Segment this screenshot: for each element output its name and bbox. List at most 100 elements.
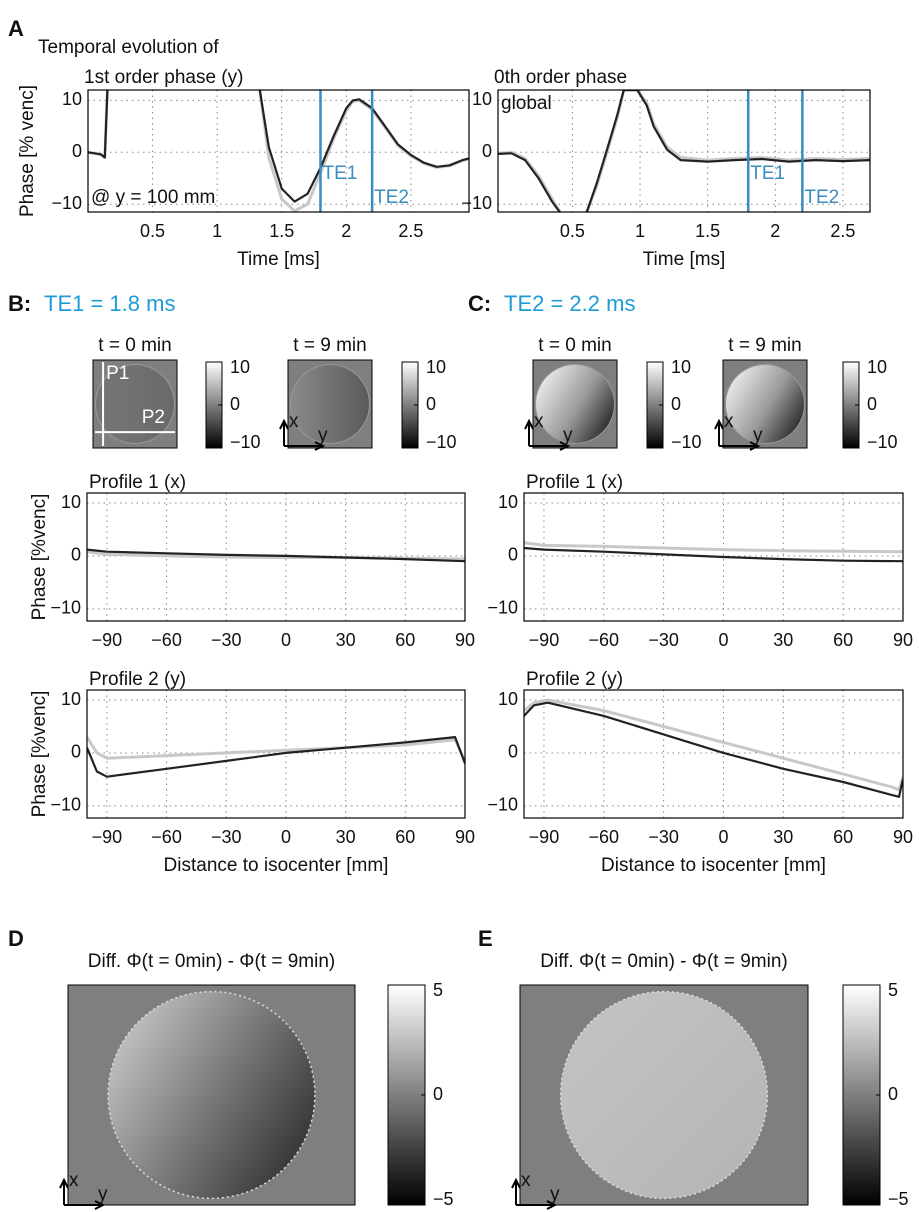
y-tick-label: 0 <box>508 742 518 762</box>
x-axis-label: Time [ms] <box>643 249 726 270</box>
colorbar-tick-label: 0 <box>230 394 240 414</box>
plot-area <box>524 690 903 818</box>
axis-letter: x <box>289 411 299 432</box>
chart-title: 1st order phase (y) <box>84 67 243 88</box>
axis-letter: y <box>98 1184 108 1205</box>
x-tick-label: 0 <box>281 630 291 650</box>
x-tick-label: −60 <box>589 827 620 847</box>
chart-title: Profile 1 (x) <box>89 472 186 493</box>
colorbar <box>842 984 881 1206</box>
series-line <box>524 546 903 563</box>
panel-label: D <box>8 926 24 951</box>
colorbar-tick-label: 10 <box>867 357 887 377</box>
x-tick-label: 30 <box>773 630 793 650</box>
y-tick-label: −10 <box>487 795 518 815</box>
series-line <box>87 736 465 762</box>
y-axis-label: Phase [% venc] <box>17 85 38 217</box>
x-tick-label: −60 <box>151 827 182 847</box>
colorbar-tick-label: −10 <box>426 432 457 452</box>
colorbar-tick-label: 0 <box>426 394 436 414</box>
colorbar-tick-label: 10 <box>671 357 691 377</box>
annotation: global <box>501 93 552 114</box>
panel-label: B: <box>8 291 31 316</box>
y-tick-label: 0 <box>482 141 492 161</box>
y-tick-label: 10 <box>61 689 81 709</box>
x-tick-label: 60 <box>395 827 415 847</box>
map-title: Diff. Φ(t = 0min) - Φ(t = 9min) <box>88 951 335 972</box>
colorbar-tick-label: 0 <box>433 1084 443 1104</box>
y-tick-label: 10 <box>472 89 492 109</box>
colorbar-tick-label: −10 <box>230 432 261 452</box>
y-tick-label: 0 <box>72 141 82 161</box>
x-axis-label: Time [ms] <box>237 249 320 270</box>
y-tick-label: −10 <box>461 193 492 213</box>
x-tick-label: 1 <box>635 221 645 241</box>
axis-letter: x <box>521 1170 531 1191</box>
phantom <box>107 990 316 1200</box>
map-title: t = 0 min <box>98 335 171 356</box>
y-axis-label: Phase [%venc] <box>29 494 50 621</box>
colorbar-tick-label: 0 <box>671 394 681 414</box>
x-tick-label: 60 <box>395 630 415 650</box>
x-tick-label: −90 <box>92 827 123 847</box>
axis-letter: x <box>534 411 544 432</box>
colorbar-tick-label: 5 <box>433 980 443 1000</box>
plot-lines <box>87 736 465 778</box>
y-tick-label: −10 <box>50 598 81 618</box>
x-axis-label: Distance to isocenter [mm] <box>601 855 826 876</box>
phantom <box>290 364 370 444</box>
x-tick-label: 2.5 <box>830 221 855 241</box>
plot-frame <box>497 89 871 213</box>
axis-arrow <box>714 418 761 451</box>
plot-lines <box>87 548 465 563</box>
x-tick-label: 2 <box>770 221 780 241</box>
x-tick-label: 1.5 <box>695 221 720 241</box>
map-title: t = 0 min <box>538 335 611 356</box>
x-tick-label: −90 <box>92 630 123 650</box>
colorbar-tick-label: 5 <box>888 980 898 1000</box>
y-tick-label: 10 <box>62 89 82 109</box>
panel-heading: Temporal evolution of <box>38 37 219 58</box>
plot-frame <box>86 689 466 819</box>
x-tick-label: 60 <box>833 827 853 847</box>
te-label: TE2 = 2.2 ms <box>504 291 635 316</box>
reference-label: TE2 <box>374 187 409 208</box>
plot-lines <box>524 541 903 563</box>
x-tick-label: −60 <box>589 630 620 650</box>
axis-arrow <box>524 418 571 451</box>
colorbar-tick-label: 10 <box>230 357 250 377</box>
series-line <box>498 90 870 212</box>
y-tick-label: 10 <box>498 492 518 512</box>
plot-lines <box>88 90 469 212</box>
y-tick-label: 0 <box>71 545 81 565</box>
axis-letter: y <box>563 425 573 446</box>
reference-label: TE1 <box>322 163 357 184</box>
x-tick-label: −30 <box>648 827 679 847</box>
colorbar-tick-label: −5 <box>433 1189 454 1209</box>
x-tick-label: 30 <box>336 827 356 847</box>
x-tick-label: 90 <box>893 630 913 650</box>
plot-frame <box>523 492 904 622</box>
axis-letter: y <box>550 1184 560 1205</box>
map-title: t = 9 min <box>293 335 366 356</box>
colorbar-tick-label: −10 <box>867 432 898 452</box>
map-title: t = 9 min <box>728 335 801 356</box>
chart-title: Profile 2 (y) <box>526 669 623 690</box>
x-tick-label: 90 <box>455 827 475 847</box>
series-line <box>88 90 469 203</box>
plot-lines <box>498 90 870 212</box>
series-line <box>524 701 903 798</box>
y-tick-label: −10 <box>487 598 518 618</box>
phantom <box>95 364 175 444</box>
axis-letter: y <box>753 425 763 446</box>
x-tick-label: 0 <box>281 827 291 847</box>
panel-label: E <box>478 926 493 951</box>
axis-letter: x <box>724 411 734 432</box>
x-tick-label: 1.5 <box>269 221 294 241</box>
phantom <box>559 990 769 1200</box>
panel-label: A <box>8 16 24 41</box>
x-tick-label: 2 <box>341 221 351 241</box>
y-tick-label: 10 <box>61 492 81 512</box>
x-tick-label: −30 <box>211 630 242 650</box>
